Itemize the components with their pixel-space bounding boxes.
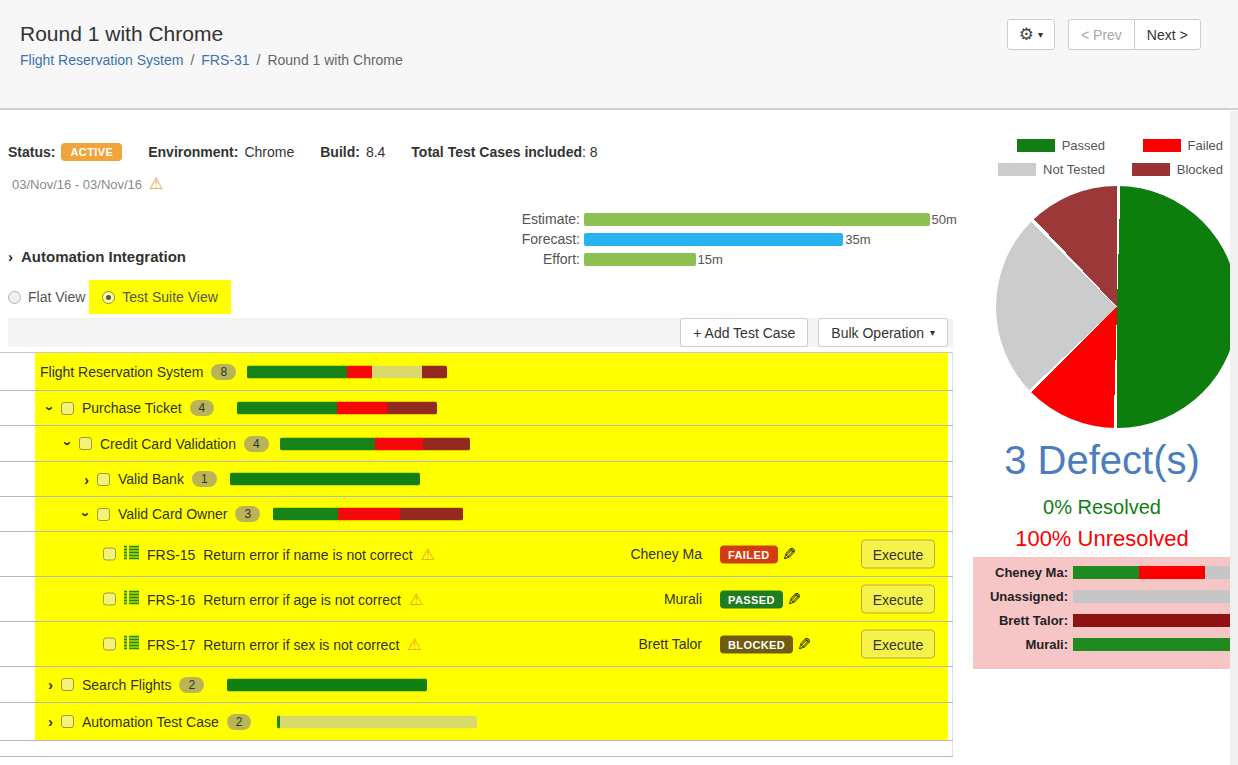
- assignee-row: Unassigned:: [973, 589, 1230, 604]
- effort-value: 15m: [698, 252, 723, 267]
- add-test-case-label: + Add Test Case: [693, 325, 795, 341]
- effort-bar: [584, 253, 696, 266]
- flat-view-label: Flat View: [28, 289, 85, 305]
- assignee-progress-bar: [1073, 566, 1230, 579]
- scrollbar-track[interactable]: [1230, 111, 1238, 765]
- legend-swatch-failed: [1143, 139, 1181, 152]
- environment-value: Chrome: [244, 144, 294, 160]
- breadcrumb-link-project[interactable]: Flight Reservation System: [20, 52, 183, 68]
- next-button[interactable]: Next >: [1134, 19, 1201, 50]
- pager-buttons: < Prev Next >: [1068, 19, 1201, 50]
- legend-swatch-blocked: [1132, 163, 1170, 176]
- unresolved-percent: 100% Unresolved: [968, 526, 1236, 552]
- breadcrumb-current: Round 1 with Chrome: [267, 52, 402, 68]
- assignee-progress-bar: [1073, 614, 1230, 627]
- forecast-label: Forecast:: [500, 231, 580, 247]
- breadcrumb-link-frs-31[interactable]: FRS-31: [201, 52, 249, 68]
- view-switcher: Flat View Test Suite View: [8, 280, 231, 314]
- legend-swatch-passed: [1017, 139, 1055, 152]
- breadcrumb-separator: /: [250, 52, 268, 68]
- automation-integration-title: Automation Integration: [21, 248, 186, 265]
- date-range-text: 03/Nov/16 - 03/Nov/16: [12, 177, 142, 192]
- automation-integration-section[interactable]: Automation Integration: [8, 248, 186, 265]
- test-suite-tree: Flight Reservation System 8 › Purchase T…: [0, 352, 953, 757]
- legend-item-passed: Passed: [983, 138, 1105, 153]
- zephyr-test-cycle-page: Round 1 with Chrome Flight Reservation S…: [0, 0, 1238, 765]
- cycle-info-line: Status: ACTIVE Environment: Chrome Build…: [8, 143, 598, 161]
- estimate-label: Estimate:: [500, 211, 580, 227]
- assignee-label: Murali:: [973, 637, 1068, 652]
- prev-button[interactable]: < Prev: [1068, 19, 1135, 50]
- defect-count: 3 Defect(s): [968, 438, 1236, 483]
- flat-view-option[interactable]: Flat View: [8, 280, 85, 314]
- estimate-row: Estimate: 50m: [500, 209, 955, 229]
- assignee-row: Murali:: [973, 637, 1230, 652]
- bulk-operation-button[interactable]: Bulk Operation: [818, 318, 948, 347]
- legend-item-not-tested: Not Tested: [983, 162, 1105, 177]
- effort-label: Effort:: [500, 251, 580, 267]
- page-header: Round 1 with Chrome Flight Reservation S…: [0, 0, 1238, 110]
- flat-view-radio[interactable]: [8, 291, 21, 304]
- assignee-label: Brett Talor:: [973, 613, 1068, 628]
- legend-label: Failed: [1188, 138, 1223, 153]
- forecast-row: Forecast: 35m: [500, 229, 955, 249]
- total-cases-label: Total Test Cases included: [411, 144, 582, 160]
- add-test-case-button[interactable]: + Add Test Case: [680, 318, 808, 347]
- status-label: Status:: [8, 144, 55, 160]
- assignee-label: Unassigned:: [973, 589, 1068, 604]
- test-suite-view-label: Test Suite View: [122, 289, 217, 305]
- assignee-progress-panel: Cheney Ma: Unassigned: Brett Talor: Mura…: [973, 557, 1238, 669]
- breadcrumb-separator: /: [183, 52, 201, 68]
- legend-label: Not Tested: [1043, 162, 1105, 177]
- legend-item-blocked: Blocked: [1105, 162, 1223, 177]
- resolved-percent: 0% Resolved: [968, 496, 1236, 519]
- execution-status-pie-chart: [996, 186, 1238, 428]
- prev-button-label: < Prev: [1081, 27, 1122, 43]
- assignee-progress-bar: [1073, 590, 1230, 603]
- environment-label: Environment:: [148, 144, 238, 160]
- forecast-value: 35m: [845, 232, 870, 247]
- total-cases-value: : 8: [582, 144, 598, 160]
- tree-toolbar: + Add Test Case Bulk Operation: [8, 318, 953, 347]
- build-label: Build:: [320, 144, 360, 160]
- estimate-value: 50m: [932, 212, 957, 227]
- assignee-row: Cheney Ma:: [973, 565, 1230, 580]
- assignee-row: Brett Talor:: [973, 613, 1230, 628]
- next-button-label: Next >: [1147, 27, 1188, 43]
- status-badge: ACTIVE: [61, 143, 122, 161]
- assignee-label: Cheney Ma:: [973, 565, 1068, 580]
- breadcrumb: Flight Reservation System/FRS-31/Round 1…: [20, 52, 403, 68]
- date-range: 03/Nov/16 - 03/Nov/16: [12, 176, 163, 192]
- estimate-bar: [584, 213, 930, 226]
- build-value: 8.4: [366, 144, 385, 160]
- page-title: Round 1 with Chrome: [20, 22, 223, 46]
- bulk-operation-label: Bulk Operation: [831, 325, 924, 341]
- assignee-progress-bar: [1073, 638, 1230, 651]
- legend-swatch-not-tested: [998, 163, 1036, 176]
- pie-legend: Passed Failed Not Tested Blocked: [983, 138, 1228, 177]
- warning-icon: [149, 176, 163, 192]
- legend-item-failed: Failed: [1105, 138, 1223, 153]
- effort-summary: Estimate: 50m Forecast: 35m Effort: 15m: [500, 209, 955, 269]
- test-suite-view-radio[interactable]: [102, 291, 115, 304]
- defects-summary: 3 Defect(s) 0% Resolved 100% Unresolved: [968, 438, 1236, 552]
- legend-label: Passed: [1062, 138, 1105, 153]
- effort-row: Effort: 15m: [500, 249, 955, 269]
- test-suite-view-option[interactable]: Test Suite View: [89, 280, 230, 314]
- forecast-bar: [584, 233, 843, 246]
- gear-menu-button[interactable]: [1007, 19, 1055, 50]
- legend-label: Blocked: [1177, 162, 1223, 177]
- chevron-right-icon: [8, 248, 13, 265]
